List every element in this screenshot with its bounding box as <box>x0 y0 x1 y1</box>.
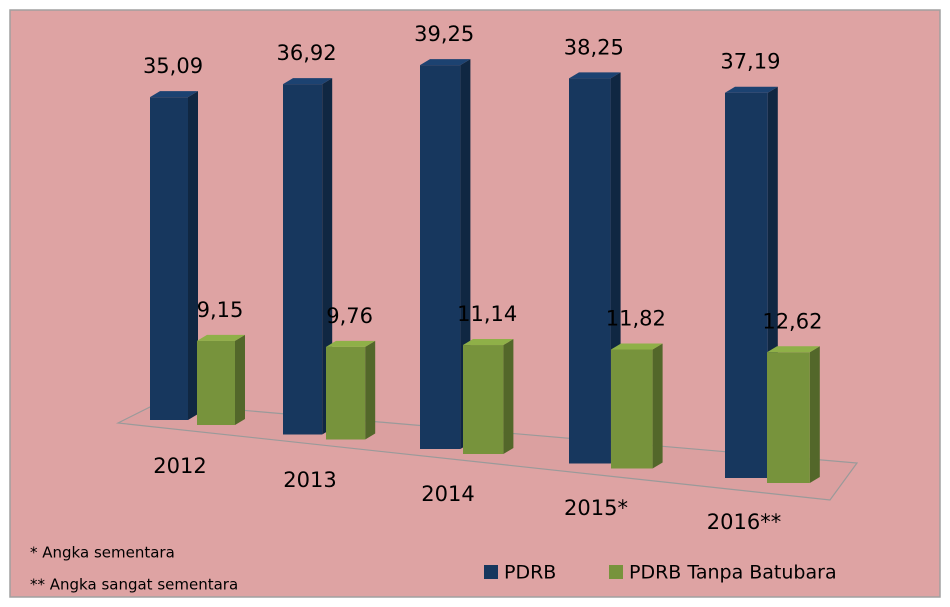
bar-front <box>283 84 323 435</box>
bar <box>197 334 245 425</box>
bar <box>283 78 333 435</box>
bar-side <box>235 334 245 425</box>
bar <box>611 343 663 469</box>
bar-front <box>197 340 235 425</box>
bar-side <box>809 346 820 483</box>
data-label: 11,14 <box>457 302 517 326</box>
bar-top <box>150 91 198 98</box>
bar <box>420 59 471 449</box>
bar-top <box>611 343 663 350</box>
data-label: 12,62 <box>762 309 822 333</box>
bar <box>326 340 376 440</box>
bar-front <box>463 345 504 454</box>
bar-front <box>150 97 188 420</box>
bar-top <box>326 340 376 347</box>
data-label: 36,92 <box>277 41 337 65</box>
legend-swatch <box>609 565 623 579</box>
footnote: ** Angka sangat sementara <box>30 576 238 594</box>
bar-front <box>326 346 366 440</box>
footnote: * Angka sementara <box>30 544 175 562</box>
bar <box>150 91 198 420</box>
x-tick-label: 2016** <box>707 510 781 534</box>
data-label: 38,25 <box>564 35 624 59</box>
bar-front <box>611 349 653 469</box>
data-label: 35,09 <box>143 54 203 78</box>
bar-front <box>420 65 461 449</box>
bar <box>767 346 820 483</box>
data-label: 9,15 <box>197 298 244 322</box>
bar-top <box>569 72 621 79</box>
bar-front <box>725 92 768 478</box>
bar-top <box>725 86 778 93</box>
bar-top <box>420 59 471 66</box>
bar-top <box>463 339 514 346</box>
bar <box>569 72 621 464</box>
bar-side <box>188 91 198 420</box>
bar-side <box>503 339 514 454</box>
x-tick-label: 2014 <box>421 482 474 506</box>
data-label: 39,25 <box>414 22 474 46</box>
x-tick-label: 2015* <box>564 496 628 520</box>
bar-top <box>283 78 333 85</box>
bar-front <box>569 78 611 464</box>
bar-top <box>197 334 245 341</box>
data-label: 37,19 <box>720 50 780 74</box>
data-label: 9,76 <box>326 304 373 328</box>
legend-label: PDRB Tanpa Batubara <box>629 562 837 584</box>
bar-side <box>652 343 663 469</box>
legend-label: PDRB <box>504 562 556 584</box>
x-tick-label: 2013 <box>283 468 336 492</box>
bar <box>463 339 514 454</box>
bar-front <box>767 352 810 483</box>
bar-side <box>365 340 376 440</box>
bar-top <box>767 346 820 353</box>
data-label: 11,82 <box>606 306 666 330</box>
x-tick-label: 2012 <box>153 454 206 478</box>
legend-swatch <box>484 565 498 579</box>
